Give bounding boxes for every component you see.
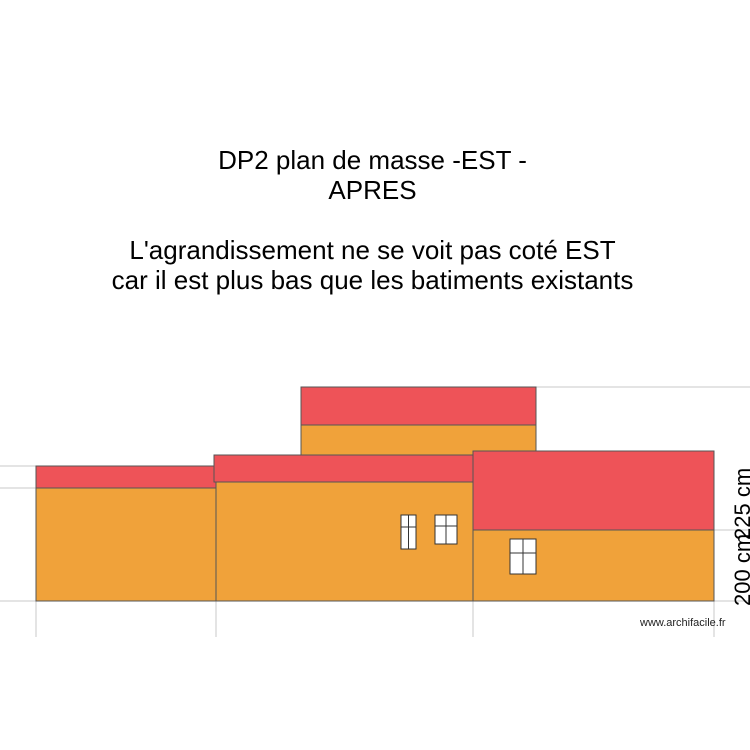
title-line-2: APRES <box>328 175 417 205</box>
right-building-roof <box>472 450 715 531</box>
left-building-wall <box>35 487 217 602</box>
title-block: DP2 plan de masse -EST - APRES L'agrandi… <box>0 145 745 295</box>
dimension-label-225cm: 225 cm <box>730 468 750 540</box>
right-building-wall <box>472 529 715 602</box>
tower-roof <box>300 386 537 426</box>
note-line-2: car il est plus bas que les batiments ex… <box>111 265 634 295</box>
window-1 <box>400 514 417 550</box>
dimension-label-200cm: 200 cm <box>730 534 750 606</box>
watermark: www.archifacile.fr <box>640 617 726 629</box>
left-building-roof <box>35 465 217 489</box>
central-building-wall <box>215 481 474 602</box>
title-line-1: DP2 plan de masse -EST - <box>218 145 527 175</box>
note-line-1: L'agrandissement ne se voit pas coté EST <box>129 235 616 265</box>
window-2 <box>434 514 458 545</box>
tower-wall <box>300 424 537 456</box>
window-3 <box>509 538 537 575</box>
